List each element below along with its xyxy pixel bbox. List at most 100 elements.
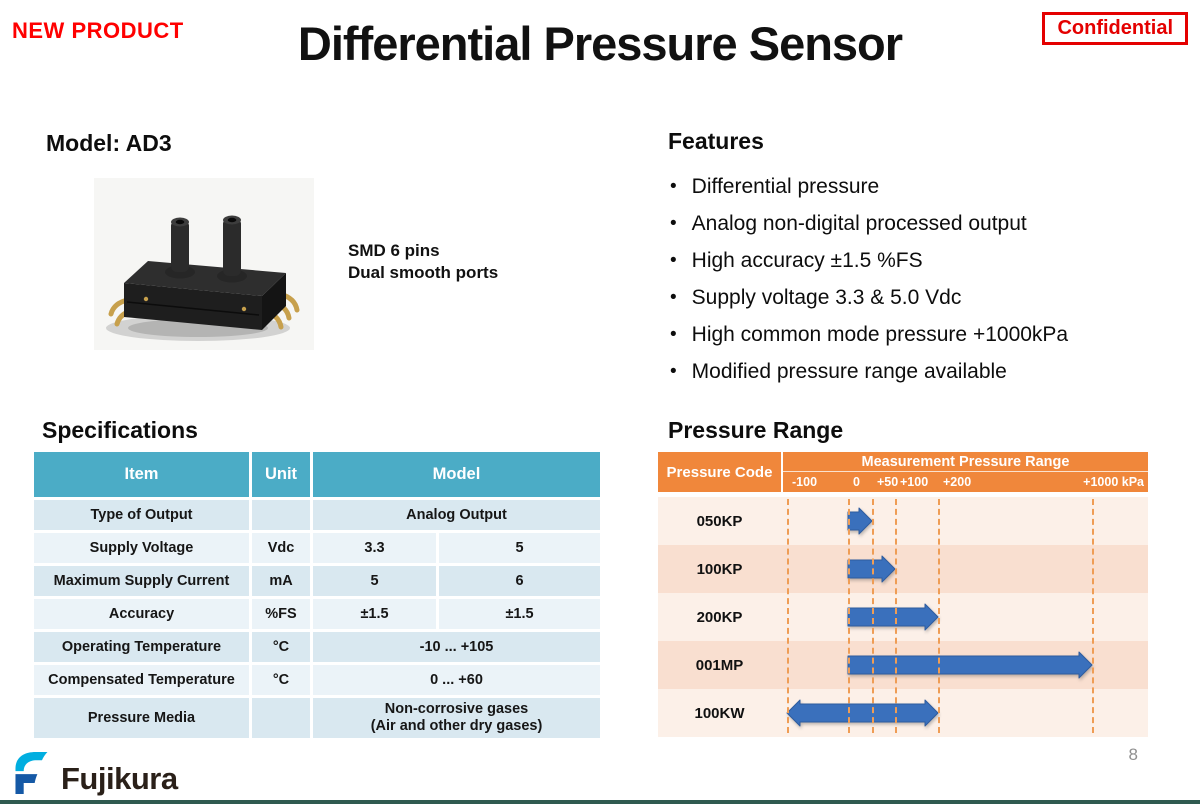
axis-tick-label: +100 (900, 475, 929, 489)
spec-cell-value: 0 ... +60 (313, 665, 600, 695)
feature-text: Supply voltage 3.3 & 5.0 Vdc (691, 285, 962, 309)
axis-tick-label: 0 (853, 475, 860, 489)
spec-cell-item: Accuracy (34, 599, 249, 629)
chart-row-plot (781, 545, 1148, 593)
feature-text: High common mode pressure +1000kPa (691, 322, 1069, 346)
range-arrow (847, 651, 1093, 679)
features-list: • Differential pressure • Analog non-dig… (670, 168, 1068, 390)
sensor-body-top (124, 261, 286, 296)
fujikura-logo: Fujikura (10, 749, 178, 797)
spec-header-model: Model (313, 452, 600, 497)
feature-text: Differential pressure (691, 174, 880, 198)
feature-item: • High common mode pressure +1000kPa (670, 316, 1068, 353)
feature-item: • Analog non-digital processed output (670, 205, 1068, 242)
specifications-heading: Specifications (42, 417, 198, 443)
photo-caption-line1: SMD 6 pins (348, 241, 440, 260)
bottom-accent-bar (0, 800, 1200, 804)
axis-tick-label: +1000 kPa (1083, 475, 1144, 489)
pressure-code-label: 050KP (696, 512, 743, 530)
pressure-code-label: 100KW (694, 704, 745, 722)
spec-cell-item: Operating Temperature (34, 632, 249, 662)
bullet-icon: • (670, 176, 677, 197)
photo-caption: SMD 6 pins Dual smooth ports (348, 240, 498, 284)
chart-row: 100KP (658, 545, 1148, 593)
photo-caption-line2: Dual smooth ports (348, 263, 499, 282)
chart-row-plot (781, 689, 1148, 737)
feature-item: • High accuracy ±1.5 %FS (670, 242, 1068, 279)
bullet-icon: • (670, 287, 677, 308)
chart-row-header: Pressure Code (658, 452, 783, 492)
chart-row: 100KW (658, 689, 1148, 737)
pressure-code-label: 001MP (695, 656, 744, 674)
spec-cell-unit: Vdc (252, 533, 310, 563)
pressure-range-chart: Pressure Code Measurement Pressure Range… (658, 452, 1148, 737)
sensor-dot-left (143, 296, 149, 302)
spec-cell-value: Non-corrosive gases (Air and other dry g… (313, 698, 600, 738)
sensor-body-side (262, 273, 286, 330)
spec-cell-item: Supply Voltage (34, 533, 249, 563)
spec-header-item: Item (34, 452, 249, 497)
fujikura-logo-icon (15, 752, 48, 794)
feature-item: • Supply voltage 3.3 & 5.0 Vdc (670, 279, 1068, 316)
chart-row-plot (781, 497, 1148, 545)
feature-text: High accuracy ±1.5 %FS (691, 248, 923, 272)
features-heading: Features (668, 128, 764, 154)
spec-cell-value: ±1.5 (439, 599, 600, 629)
bullet-icon: • (670, 361, 677, 382)
bullet-icon: • (670, 324, 677, 345)
specifications-table: Item Unit Model Type of Output Analog Ou… (34, 452, 600, 738)
chart-row: 001MP (658, 641, 1148, 689)
chart-body: 050KP 100KP 200KP 001MP 100KW (658, 497, 1148, 737)
bullet-icon: • (670, 250, 677, 271)
pressure-code-label: 100KP (696, 560, 743, 578)
spec-cell-item: Type of Output (34, 500, 249, 530)
bullet-icon: • (670, 213, 677, 234)
chart-header: Pressure Code Measurement Pressure Range… (658, 452, 1148, 492)
chart-row: 200KP (658, 593, 1148, 641)
sensor-dot-right (241, 306, 247, 312)
feature-text: Analog non-digital processed output (691, 211, 1027, 235)
spec-cell-unit: mA (252, 566, 310, 596)
axis-tick-label: +50 (877, 475, 899, 489)
chart-row-plot (781, 593, 1148, 641)
spec-cell-unit: °C (252, 665, 310, 695)
spec-cell-value: ±1.5 (313, 599, 436, 629)
range-arrow (847, 603, 939, 631)
chart-row: 050KP (658, 497, 1148, 545)
chart-axis-header: Measurement Pressure Range -100 0 +50 +100 +… (783, 452, 1148, 492)
spec-cell-value: Analog Output (313, 500, 600, 530)
chart-rows: 050KP 100KP 200KP 001MP 100KW (658, 497, 1148, 737)
range-arrow (847, 555, 896, 583)
range-arrow (847, 507, 873, 535)
spec-cell-value: 5 (313, 566, 436, 596)
feature-item: • Modified pressure range available (670, 353, 1068, 390)
spec-header-unit: Unit (252, 452, 310, 497)
confidential-badge: Confidential (1042, 12, 1188, 45)
spec-cell-item: Maximum Supply Current (34, 566, 249, 596)
spec-cell-value: 3.3 (313, 533, 436, 563)
range-arrow (786, 699, 939, 727)
spec-cell-unit: %FS (252, 599, 310, 629)
chart-axis-ticks: -100 0 +50 +100 +200 +1000 kPa (783, 472, 1148, 492)
pressure-code-label: 200KP (696, 608, 743, 626)
spec-cell-value: 6 (439, 566, 600, 596)
sensor-port-left (165, 217, 195, 279)
sensor-seam (126, 301, 260, 316)
chart-title: Measurement Pressure Range (783, 452, 1148, 472)
chart-row-plot (781, 641, 1148, 689)
spec-cell-unit: °C (252, 632, 310, 662)
spec-cell-unit (252, 500, 310, 530)
page-number: 8 (1128, 745, 1138, 764)
spec-cell-value: 5 (439, 533, 600, 563)
spec-cell-unit (252, 698, 310, 738)
fujikura-logo-text: Fujikura (61, 761, 178, 796)
axis-tick-label: -100 (792, 475, 818, 489)
feature-text: Modified pressure range available (691, 359, 1007, 383)
product-photo-sensor-illustration (94, 178, 314, 350)
model-heading: Model: AD3 (46, 130, 172, 156)
sensor-body-front (124, 283, 262, 330)
feature-item: • Differential pressure (670, 168, 1068, 205)
axis-tick-label: +200 (943, 475, 972, 489)
spec-cell-value: -10 ... +105 (313, 632, 600, 662)
